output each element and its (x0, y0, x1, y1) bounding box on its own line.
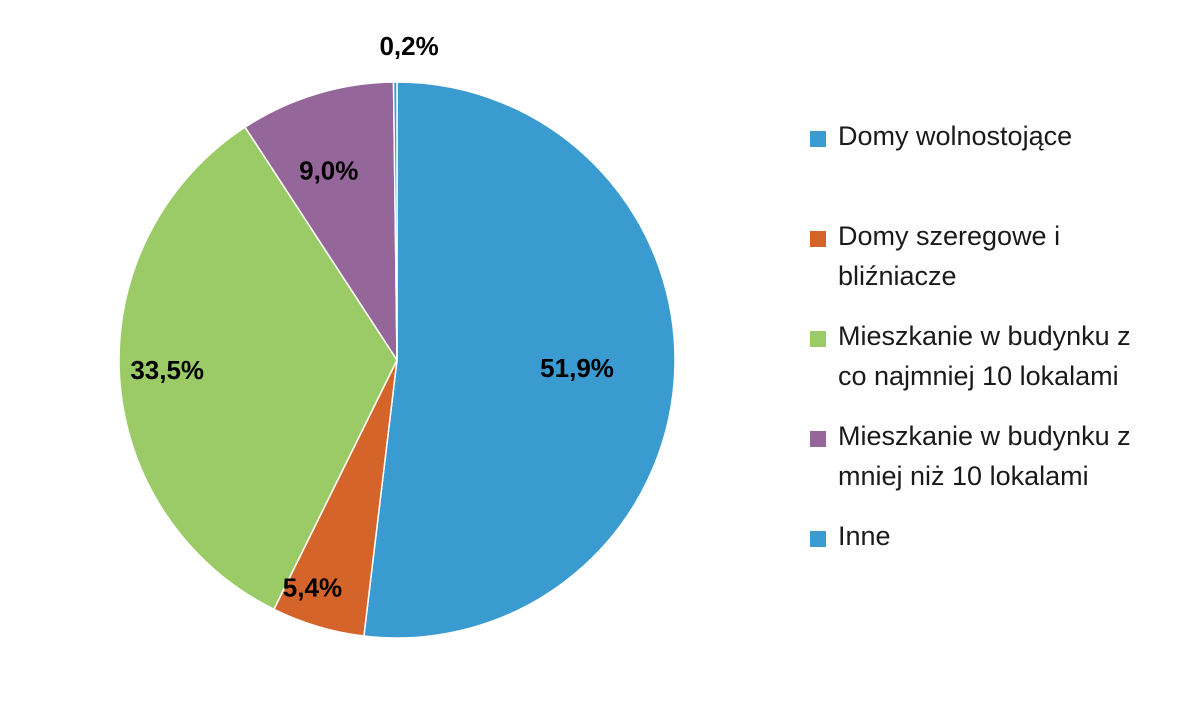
legend-item-3: Mieszkanie w budynku z co najmniej 10 lok… (810, 321, 1131, 391)
legend-marker-5 (810, 531, 826, 547)
legend-marker-1 (810, 131, 826, 147)
legend-item-1: Domy wolnostojące (810, 121, 1072, 151)
pie-slice-3 (118, 126, 398, 611)
legend-marker-4 (810, 431, 826, 447)
pie-slice-1 (363, 81, 676, 639)
data-label-5: 0,2% (379, 31, 438, 61)
legend-marker-2 (810, 231, 826, 247)
legend-item-4: Mieszkanie w budynku z mniej niż 10 lokal… (810, 421, 1131, 491)
legend-label-1: Domy wolnostojące (838, 121, 1072, 151)
legend-item-2: Domy szeregowe i bliźniacze (810, 221, 1060, 291)
legend-marker-3 (810, 331, 826, 347)
data-label-2: 5,4% (283, 573, 342, 603)
legend-item-5: Inne (810, 521, 891, 551)
legend: Domy wolnostojące Domy szeregowe i bliźnia… (810, 121, 1131, 551)
pie-slices (118, 81, 676, 639)
pie-slice-4 (244, 81, 398, 363)
data-label-4: 9,0% (299, 155, 358, 185)
data-labels: 51,9% 5,4% 33,5% 9,0% 0,2% (130, 31, 614, 603)
data-label-3: 33,5% (130, 355, 204, 385)
legend-label-3: Mieszkanie w budynku z co najmniej 10 lok… (838, 321, 1131, 391)
pie-slice-5 (392, 81, 398, 361)
legend-label-5: Inne (838, 521, 891, 551)
legend-label-4: Mieszkanie w budynku z mniej niż 10 lokal… (838, 421, 1131, 491)
data-label-1: 51,9% (540, 353, 614, 383)
legend-label-2: Domy szeregowe i bliźniacze (838, 221, 1060, 291)
